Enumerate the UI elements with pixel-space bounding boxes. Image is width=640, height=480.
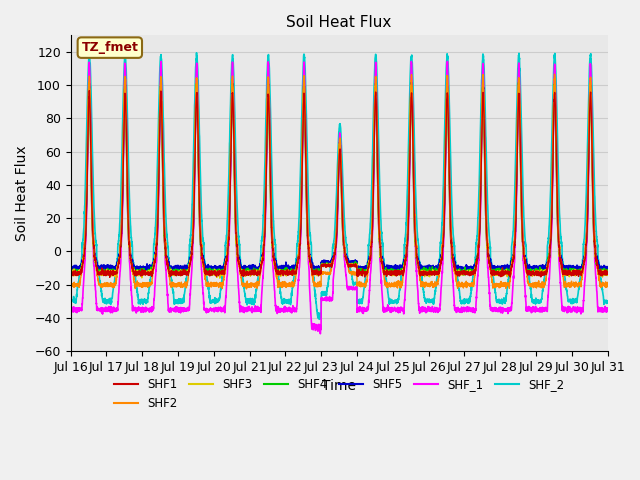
Y-axis label: Soil Heat Flux: Soil Heat Flux xyxy=(15,145,29,241)
Title: Soil Heat Flux: Soil Heat Flux xyxy=(287,15,392,30)
Text: TZ_fmet: TZ_fmet xyxy=(81,41,138,54)
X-axis label: Time: Time xyxy=(322,380,356,394)
Legend: SHF1, SHF2, SHF3, SHF4, SHF5, SHF_1, SHF_2: SHF1, SHF2, SHF3, SHF4, SHF5, SHF_1, SHF… xyxy=(109,373,569,415)
